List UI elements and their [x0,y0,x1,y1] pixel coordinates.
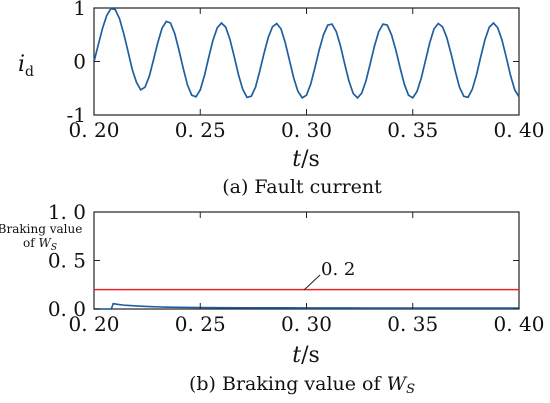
x-tick-label: 0. 25 [175,312,226,336]
x-ticks-b: 0. 20 0. 25 0. 30 0. 35 0. 40 [69,212,545,336]
x-tick-label: 0. 30 [281,312,332,336]
x-tick-label: 0. 40 [494,312,545,336]
x-ticks-a: 0. 20 0. 25 0. 30 0. 35 0. 40 [69,8,545,142]
plot-a-frame [93,7,520,116]
x-tick-label: 0. 35 [387,118,438,142]
y-ticks-b: 1. 0 0. 5 0. 0 [48,200,519,321]
x-tick-label: 0. 40 [494,118,545,142]
x-tick-label: 0. 25 [175,118,226,142]
threshold-leader [303,274,321,291]
chart-fault-current: 0. 20 0. 25 0. 30 0. 35 0. 40 1 0 -1 id t/s (a… [18,0,544,198]
series-a-line [93,7,520,100]
threshold-label: 0. 2 [321,259,355,280]
y-tick-label: 1. 0 [48,200,86,224]
y-tick-label: 0. 5 [48,249,86,273]
x-axis-label-b: t/s [292,343,320,368]
y-tick-label: 1 [73,0,86,20]
y-tick-label: 0. 0 [48,297,86,321]
series-b-line [94,302,519,310]
x-tick-label: 0. 20 [69,118,120,142]
y-axis-label-a: id [18,52,34,80]
x-axis-label-a: t/s [292,147,320,172]
x-tick-label: 0. 35 [387,312,438,336]
y-tick-label: -1 [67,103,86,127]
caption-a: (a) Fault current [222,176,382,198]
plot-b-frame [93,211,520,310]
caption-b: (b) Braking value of WS [189,373,415,397]
y-ticks-a: 1 0 -1 [67,0,519,127]
y-tick-label: 0 [73,50,86,74]
y-axis-label-b-line1: Braking value [0,222,82,236]
x-tick-label: 0. 20 [69,312,120,336]
y-axis-label-b-line2: of WS [23,236,57,253]
chart-braking-value: 0. 2 0. 20 0. 25 0. 30 0. 35 0. 40 1. 00. 50… [0,200,544,397]
x-tick-label: 0. 30 [281,118,332,142]
